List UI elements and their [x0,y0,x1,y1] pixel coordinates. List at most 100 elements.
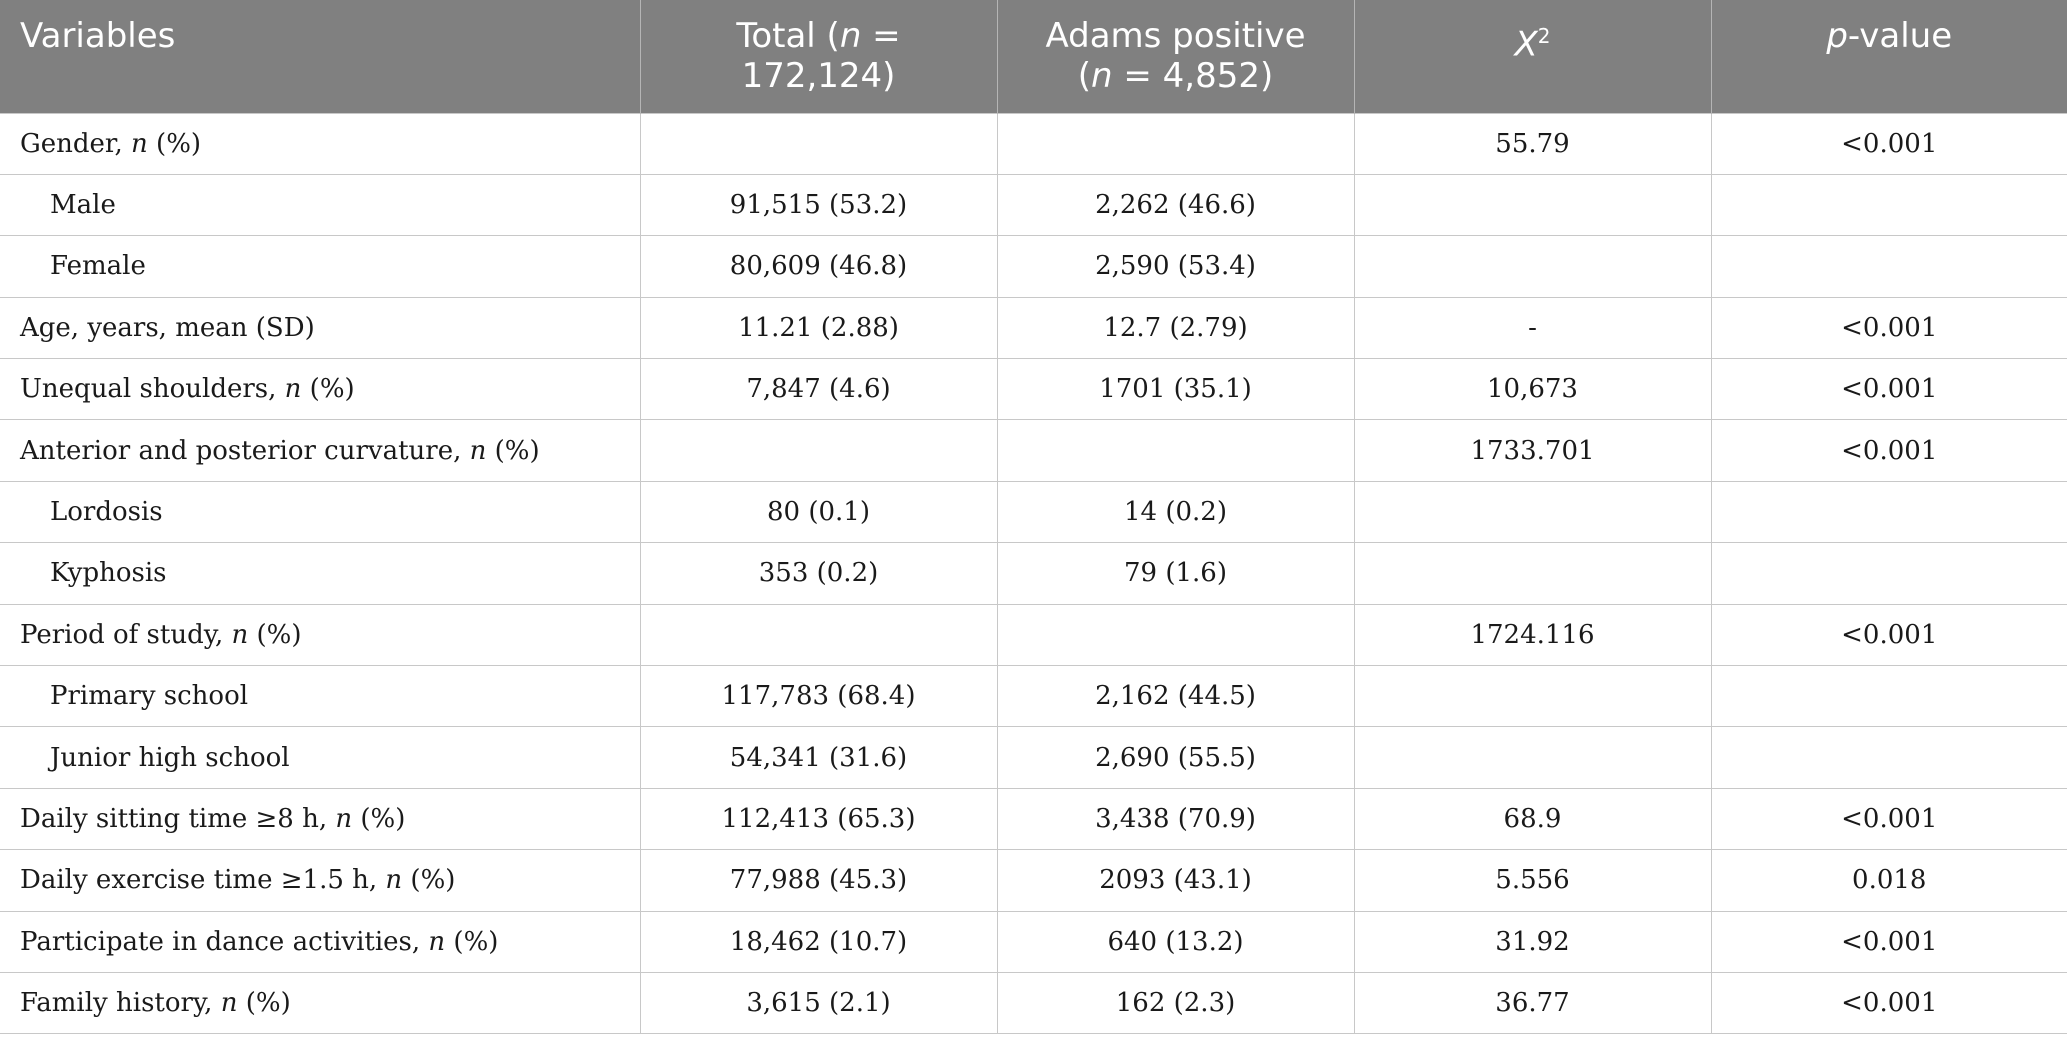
table-row: Daily sitting time ≥8 h, n (%) 112,413 (6… [0,787,2067,850]
table-row: Lordosis 80 (0.1) 14 (0.2) [0,480,2067,543]
header-variables: Variables [0,0,640,113]
cell-adams: 2,690 (55.5) [996,726,1354,789]
cell-p-value: 0.018 [1710,849,2067,912]
cell-chi-square: 55.79 [1353,112,1711,175]
cell-adams: 2,590 (53.4) [996,235,1354,298]
row-unit: (%) [147,128,202,159]
cell-adams: 1701 (35.1) [996,358,1354,420]
header-row: Variables Total (n = 172,124) Adams posi… [0,0,2067,113]
row-label-text: Period of study, [20,619,232,650]
cell-p-value: <0.001 [1710,419,2067,482]
cell-adams: 3,438 (70.9) [996,787,1354,850]
row-label: Primary school [0,665,640,727]
table-row: Participate in dance activities, n (%) 18… [0,910,2067,973]
row-label: Female [0,235,640,298]
table-row: Gender, n (%) 55.79 <0.001 [0,112,2067,175]
header-adams-suffix: = 4,852) [1112,56,1274,96]
cell-p-value: <0.001 [1710,112,2067,175]
row-label-text: Family history, [20,988,221,1019]
cell-p-value [1710,173,2067,236]
row-unit: (%) [248,619,302,650]
table-row: Family history, n (%) 3,615 (2.1) 162 (2.3… [0,971,2067,1035]
cell-total: 353 (0.2) [639,542,997,605]
cell-chi-square [1353,542,1711,605]
cell-chi-square: 5.556 [1353,849,1711,912]
n-symbol: n [335,803,353,834]
cell-adams: 79 (1.6) [996,542,1354,605]
cell-adams: 12.7 (2.79) [996,296,1354,359]
row-label: Anterior and posterior curvature, n (%) [0,419,640,482]
cell-chi-square: 1733.701 [1353,419,1711,482]
header-chi-x: X [1514,24,1538,65]
table-row: Period of study, n (%) 1724.116 <0.001 [0,603,2067,666]
row-label-text: Primary school [50,681,249,712]
header-p-value: p-value [1710,0,2067,113]
table-row: Anterior and posterior curvature, n (%) 1… [0,419,2067,482]
row-label-text: Daily exercise time ≥1.5 h, [20,865,386,896]
cell-p-value [1710,726,2067,789]
header-p-italic: p [1826,16,1848,56]
row-label-text: Kyphosis [50,558,167,589]
cell-chi-square: 10,673 [1353,358,1711,420]
cell-total: 11.21 (2.88) [639,296,997,359]
cell-total: 112,413 (65.3) [639,787,997,850]
row-label: Gender, n (%) [0,112,640,175]
header-variables-text: Variables [20,16,176,56]
cell-total: 77,988 (45.3) [639,849,997,912]
cell-chi-square: 31.92 [1353,910,1711,973]
cell-total: 3,615 (2.1) [639,971,997,1035]
header-total-prefix: Total ( [736,16,840,56]
table-row: Age, years, mean (SD) 11.21 (2.88) 12.7 (2… [0,296,2067,359]
header-total-suffix: = 172,124) [741,16,901,96]
row-label: Male [0,173,640,236]
cell-total: 80,609 (46.8) [639,235,997,298]
header-adams-line1: Adams positive [1045,16,1306,56]
row-label: Period of study, n (%) [0,603,640,666]
cell-total: 18,462 (10.7) [639,910,997,973]
row-label-text: Junior high school [50,742,290,773]
cell-adams: 2093 (43.1) [996,849,1354,912]
cell-chi-square: 1724.116 [1353,603,1711,666]
row-label-text: Daily sitting time ≥8 h, [20,803,336,834]
row-label: Age, years, mean (SD) [0,296,640,359]
cell-adams [996,603,1354,666]
row-label: Kyphosis [0,542,640,605]
row-label-text: Gender, [20,128,132,159]
table-row: Primary school 117,783 (68.4) 2,162 (44.5) [0,665,2067,727]
cell-chi-square [1353,726,1711,789]
cell-p-value: <0.001 [1710,971,2067,1035]
table-header: Variables Total (n = 172,124) Adams posi… [0,0,2067,113]
row-label-text: Anterior and posterior curvature, [20,435,470,466]
cell-p-value: <0.001 [1710,910,2067,973]
row-label-text: Participate in dance activities, [20,926,429,957]
row-label-text: Male [50,190,116,221]
cell-p-value: <0.001 [1710,787,2067,850]
table-row: Kyphosis 353 (0.2) 79 (1.6) [0,542,2067,605]
n-symbol: n [469,435,487,466]
cell-p-value [1710,542,2067,605]
cell-adams: 162 (2.3) [996,971,1354,1035]
row-label-text: Lordosis [50,497,163,528]
n-symbol: n [220,988,238,1019]
row-label-text: Female [50,251,146,282]
header-total-n: n [839,16,862,56]
table-row: Junior high school 54,341 (31.6) 2,690 (55… [0,726,2067,789]
cell-p-value [1710,665,2067,727]
table-row: Unequal shoulders, n (%) 7,847 (4.6) 1701 … [0,358,2067,420]
cell-p-value: <0.001 [1710,358,2067,420]
table-body: Gender, n (%) 55.79 <0.001 Male 91,515 (53.2… [0,112,2067,1035]
header-chi-sup: 2 [1537,24,1551,48]
row-label: Daily sitting time ≥8 h, n (%) [0,787,640,850]
n-symbol: n [428,926,446,957]
cell-p-value [1710,480,2067,543]
cell-adams [996,419,1354,482]
row-label-text: Age, years, mean (SD) [20,312,315,343]
cell-total: 7,847 (4.6) [639,358,997,420]
cell-chi-square: 36.77 [1353,971,1711,1035]
header-total: Total (n = 172,124) [639,0,997,113]
cell-p-value: <0.001 [1710,603,2067,666]
row-label: Participate in dance activities, n (%) [0,910,640,973]
n-symbol: n [131,128,148,159]
header-adams-paren: ( [1077,56,1091,96]
